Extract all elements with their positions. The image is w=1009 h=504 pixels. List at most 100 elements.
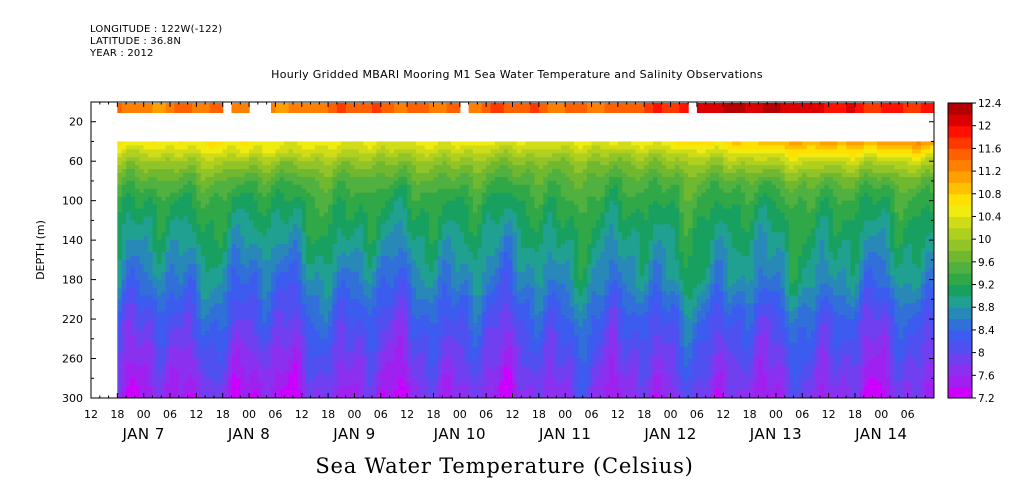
temperature-cell xyxy=(209,370,215,375)
temperature-cell xyxy=(372,149,377,154)
temperature-cell xyxy=(341,275,347,281)
temperature-cell xyxy=(437,173,443,178)
temperature-cell xyxy=(385,315,391,320)
temperature-cell xyxy=(292,271,298,277)
temperature-cell xyxy=(367,248,373,253)
temperature-cell xyxy=(148,334,154,340)
temperature-cell xyxy=(393,291,399,296)
temperature-cell xyxy=(200,165,206,170)
temperature-cell xyxy=(253,165,259,170)
temperature-cell xyxy=(156,307,162,312)
temperature-cell xyxy=(117,228,123,233)
temperature-cell xyxy=(156,315,162,320)
longitude-label: LONGITUDE : 122W(-122) xyxy=(90,24,223,35)
temperature-cell xyxy=(284,326,290,332)
temperature-cell xyxy=(200,236,206,241)
temperature-cell xyxy=(139,303,145,308)
temperature-cell xyxy=(271,267,277,273)
temperature-cell xyxy=(271,362,277,368)
temperature-cell xyxy=(139,248,145,253)
temperature-cell xyxy=(148,196,154,202)
temperature-cell xyxy=(161,338,167,344)
temperature-cell xyxy=(148,153,154,158)
temperature-cell xyxy=(227,271,233,277)
temperature-cell xyxy=(319,287,325,293)
temperature-cell xyxy=(266,303,272,308)
temperature-cell xyxy=(161,279,167,285)
temperature-cell xyxy=(200,358,206,364)
temperature-cell xyxy=(271,169,277,174)
temperature-cell xyxy=(385,275,391,281)
temperature-cell xyxy=(398,251,404,257)
temperature-cell xyxy=(227,161,233,166)
temperature-cell xyxy=(183,275,189,281)
temperature-cell xyxy=(297,192,303,198)
temperature-cell xyxy=(126,323,132,328)
temperature-cell xyxy=(262,184,268,190)
temperature-cell xyxy=(117,303,123,308)
temperature-cell xyxy=(446,184,452,190)
temperature-cell xyxy=(284,149,290,154)
temperature-cell xyxy=(134,334,140,340)
temperature-cell xyxy=(271,232,277,237)
temperature-cell xyxy=(266,157,272,162)
temperature-cell xyxy=(191,141,197,147)
temperature-cell xyxy=(345,275,351,281)
temperature-cell xyxy=(376,145,382,150)
temperature-cell xyxy=(372,295,377,300)
temperature-cell xyxy=(446,319,452,324)
temperature-cell xyxy=(424,251,430,257)
temperature-cell xyxy=(161,299,167,304)
temperature-cell xyxy=(332,244,338,249)
temperature-cell xyxy=(288,153,294,158)
temperature-cell xyxy=(240,307,246,312)
temperature-cell xyxy=(134,378,140,383)
temperature-cell xyxy=(183,295,189,300)
temperature-cell xyxy=(354,390,360,395)
temperature-cell xyxy=(411,263,417,269)
temperature-cell xyxy=(275,161,281,166)
temperature-cell xyxy=(213,291,219,296)
temperature-cell xyxy=(284,275,290,281)
temperature-cell xyxy=(310,161,316,166)
temperature-cell xyxy=(170,291,176,296)
temperature-cell xyxy=(398,311,404,316)
temperature-cell xyxy=(213,267,219,273)
temperature-cell xyxy=(200,169,206,174)
temperature-cell xyxy=(275,354,281,360)
temperature-cell xyxy=(262,303,268,308)
temperature-cell xyxy=(121,370,127,375)
temperature-cell xyxy=(393,192,399,198)
temperature-cell xyxy=(139,157,145,162)
temperature-cell xyxy=(191,350,197,356)
temperature-cell xyxy=(367,346,373,352)
temperature-cell xyxy=(143,228,149,233)
temperature-cell xyxy=(240,141,246,147)
temperature-cell xyxy=(196,141,202,147)
temperature-cell xyxy=(407,180,413,186)
temperature-cell xyxy=(130,157,136,162)
temperature-cell xyxy=(319,263,325,269)
temperature-cell xyxy=(244,200,250,206)
temperature-cell xyxy=(143,330,149,336)
temperature-cell xyxy=(437,251,443,257)
temperature-cell xyxy=(271,165,277,170)
temperature-cell xyxy=(231,232,237,237)
temperature-cell xyxy=(134,287,140,293)
temperature-cell xyxy=(297,255,303,261)
temperature-cell xyxy=(288,204,294,210)
temperature-cell xyxy=(121,224,127,229)
temperature-cell xyxy=(143,165,149,170)
temperature-cell xyxy=(227,283,233,289)
temperature-cell xyxy=(442,394,448,398)
temperature-cell xyxy=(451,259,457,265)
temperature-cell xyxy=(275,346,281,352)
temperature-cell xyxy=(244,208,250,214)
temperature-cell xyxy=(218,382,224,387)
temperature-cell xyxy=(148,176,154,182)
temperature-cell xyxy=(363,259,369,265)
temperature-cell xyxy=(433,208,439,214)
temperature-cell xyxy=(161,366,167,371)
temperature-cell xyxy=(222,374,228,379)
temperature-cell xyxy=(279,354,285,360)
